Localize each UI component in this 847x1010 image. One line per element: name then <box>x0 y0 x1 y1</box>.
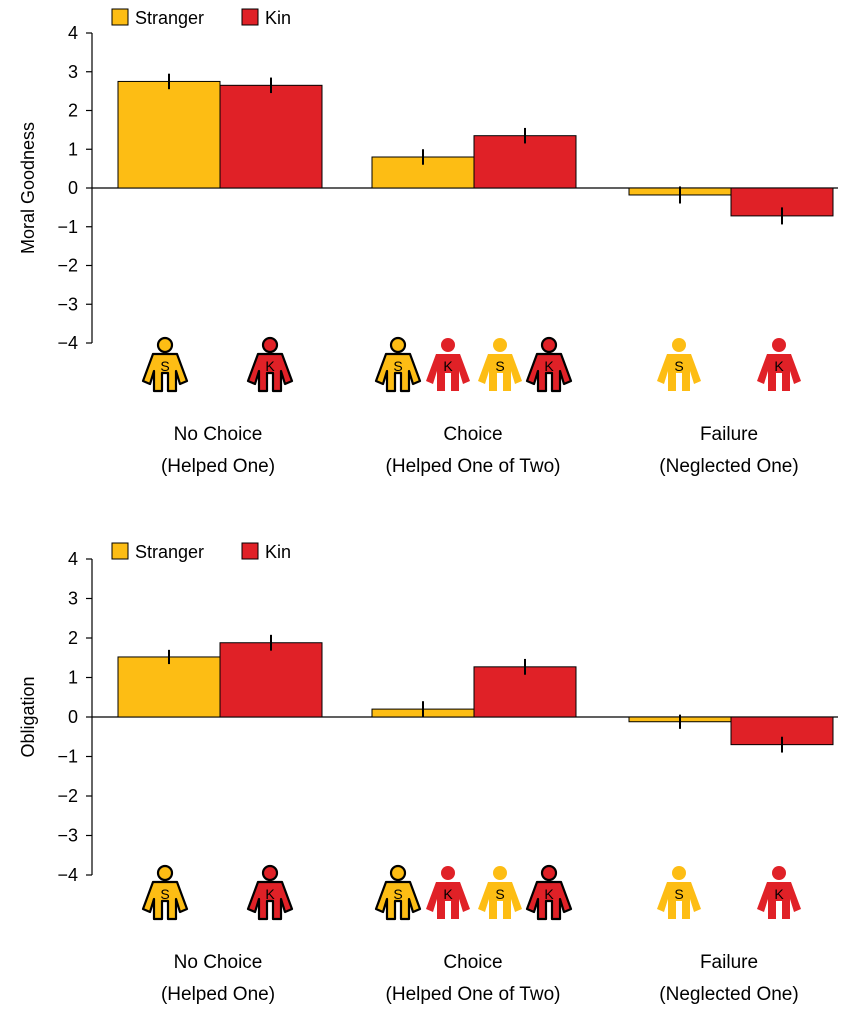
legend: Stranger Kin <box>111 8 291 28</box>
legend-label-kin: Kin <box>265 542 291 562</box>
category-label: Failure <box>700 424 758 445</box>
person-letter: K <box>544 358 554 374</box>
bar-kin-0 <box>219 642 323 718</box>
person-letter: S <box>160 886 169 902</box>
bar-kin-1 <box>473 135 577 189</box>
category-sublabel: (Neglected One) <box>659 456 798 477</box>
person-letter: K <box>544 886 554 902</box>
y-tick-label: −4 <box>57 333 78 353</box>
stranger-icon: S <box>657 338 701 391</box>
y-tick-label: 4 <box>68 549 78 569</box>
person-letter: K <box>774 358 784 374</box>
person-letter: K <box>774 886 784 902</box>
kin-icon: K <box>426 338 470 391</box>
category-label: Choice <box>443 424 502 445</box>
legend-label-stranger: Stranger <box>135 542 204 562</box>
kin-icon: K <box>525 336 573 393</box>
stranger-icon: S <box>478 866 522 919</box>
category-sublabel: (Helped One of Two) <box>386 456 561 477</box>
category-sublabel: (Helped One) <box>161 984 275 1005</box>
person-letter: S <box>674 886 683 902</box>
y-tick-label: −1 <box>57 747 78 767</box>
stranger-icon: S <box>657 866 701 919</box>
legend-swatch-stranger <box>111 542 129 560</box>
category-label: Failure <box>700 952 758 973</box>
stranger-icon: S <box>478 338 522 391</box>
legend-swatch-kin <box>241 8 259 26</box>
y-tick-label: 1 <box>68 668 78 688</box>
y-tick-label: −3 <box>57 294 78 314</box>
category-sublabel: (Helped One of Two) <box>386 984 561 1005</box>
moral-goodness-chart: 4 3 2 1 0 −1 −2 −3 −4 Moral Goodness Stranger Kin S K… <box>18 8 838 477</box>
kin-icon: K <box>246 336 294 393</box>
y-tick-label: −2 <box>57 256 78 276</box>
y-tick-label: 3 <box>68 62 78 82</box>
y-tick-label: 2 <box>68 628 78 648</box>
person-letter: S <box>393 358 402 374</box>
person-letter: S <box>393 886 402 902</box>
legend-swatch-stranger <box>111 8 129 26</box>
y-tick-label: 0 <box>68 178 78 198</box>
legend: Stranger Kin <box>111 542 291 562</box>
category-label: No Choice <box>174 424 263 445</box>
obligation-chart: 4 3 2 1 0 −1 −2 −3 −4 Obligation Stranger Kin S K S K S K… <box>18 542 838 1005</box>
legend-label-kin: Kin <box>265 8 291 28</box>
y-axis-label: Obligation <box>18 676 38 757</box>
category-label: No Choice <box>174 952 263 973</box>
legend-label-stranger: Stranger <box>135 8 204 28</box>
y-axis-label: Moral Goodness <box>18 122 38 254</box>
stranger-icon: S <box>141 336 189 393</box>
person-letter: K <box>265 886 275 902</box>
category-sublabel: (Neglected One) <box>659 984 798 1005</box>
category-label: Choice <box>443 952 502 973</box>
person-letter: K <box>443 358 453 374</box>
person-letter: K <box>265 358 275 374</box>
y-tick-label: −1 <box>57 217 78 237</box>
bar-stranger-0 <box>117 80 221 189</box>
y-tick-label: 3 <box>68 589 78 609</box>
y-tick-label: 0 <box>68 707 78 727</box>
y-tick-label: 4 <box>68 23 78 43</box>
y-tick-label: −4 <box>57 865 78 885</box>
person-letter: K <box>443 886 453 902</box>
person-letter: S <box>674 358 683 374</box>
person-letter: S <box>495 358 504 374</box>
category-sublabel: (Helped One) <box>161 456 275 477</box>
kin-icon: K <box>757 866 801 919</box>
stranger-icon: S <box>374 864 422 921</box>
y-tick-label: 1 <box>68 139 78 159</box>
stranger-icon: S <box>374 336 422 393</box>
person-letter: S <box>495 886 504 902</box>
y-tick-label: −3 <box>57 826 78 846</box>
y-tick-label: −2 <box>57 786 78 806</box>
legend-swatch-kin <box>241 542 259 560</box>
bar-kin-0 <box>219 84 323 189</box>
kin-icon: K <box>246 864 294 921</box>
stranger-icon: S <box>141 864 189 921</box>
y-tick-label: 2 <box>68 101 78 121</box>
kin-icon: K <box>426 866 470 919</box>
bar-kin-1 <box>473 666 577 718</box>
bar-stranger-0 <box>117 656 221 718</box>
kin-icon: K <box>525 864 573 921</box>
kin-icon: K <box>757 338 801 391</box>
person-letter: S <box>160 358 169 374</box>
